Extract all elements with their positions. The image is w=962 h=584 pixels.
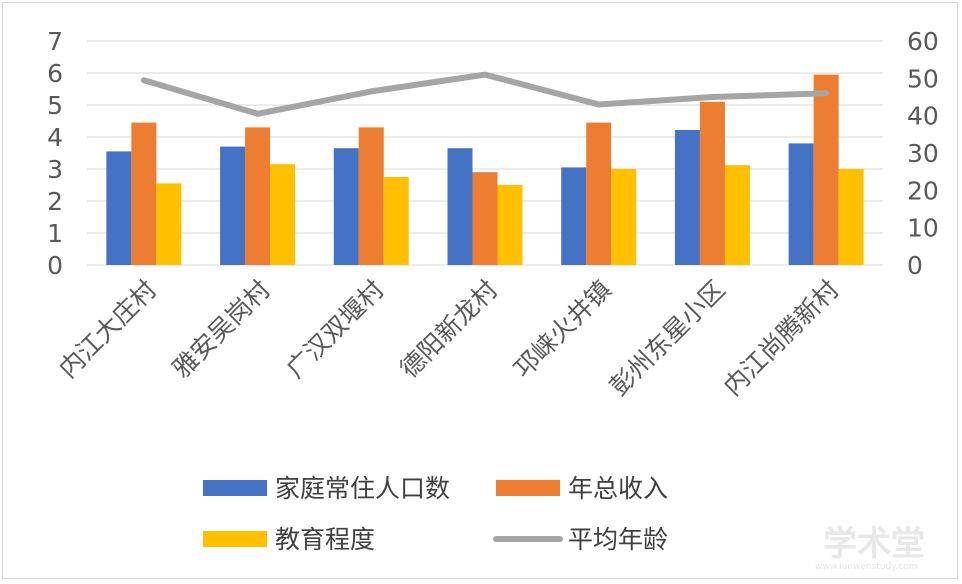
category-label: 内江大庄村: [53, 275, 162, 384]
bar-2: [813, 74, 839, 265]
right-tick-label: 30: [907, 139, 939, 168]
right-axis-ticks: 0 10 20 30 40 50 60: [907, 27, 939, 280]
bars: [106, 74, 864, 266]
bar-3: [724, 165, 750, 265]
bar-1: [447, 148, 473, 265]
bar-1: [674, 129, 700, 265]
bar-1: [561, 167, 587, 265]
left-tick-label: 1: [47, 219, 63, 248]
category-label: 雅安吴岗村: [167, 275, 276, 384]
left-tick-label: 2: [47, 187, 63, 216]
left-tick-label: 4: [47, 123, 63, 152]
left-tick-label: 7: [47, 27, 63, 56]
right-tick-label: 60: [907, 27, 939, 56]
watermark-text: 学术堂: [823, 524, 925, 564]
bar-1: [106, 151, 132, 265]
left-axis-ticks: 0 1 2 3 4 5 6 7: [47, 27, 63, 280]
watermark: 学术堂 www.lunwenstudy.com: [815, 524, 925, 572]
left-tick-label: 6: [47, 59, 63, 88]
left-tick-label: 0: [47, 251, 63, 280]
bar-3: [383, 177, 409, 265]
bar-3: [611, 169, 637, 265]
right-tick-label: 40: [907, 102, 939, 131]
legend-swatch: [496, 480, 560, 496]
bar-2: [131, 122, 157, 265]
bar-3: [156, 183, 182, 265]
legend-label: 平均年龄: [568, 525, 668, 554]
series-line: [140, 71, 830, 117]
bar-1: [788, 143, 814, 265]
left-tick-label: 5: [47, 91, 63, 120]
bar-2: [699, 101, 725, 265]
legend-label: 家庭常住人口数: [275, 474, 450, 503]
right-tick-label: 50: [907, 64, 939, 93]
chart: 0 1 2 3 4 5 6 7 0 10 20 30 40 50 60 内江大庄村 雅安吴岗村 广汉双堰村 德阳…: [47, 27, 939, 572]
bar-1: [220, 146, 246, 265]
legend-swatch: [203, 531, 267, 547]
category-label: 德阳新龙村: [394, 275, 503, 384]
bar-2: [472, 172, 498, 265]
bar-2: [245, 127, 271, 266]
category-label: 内江尚腾新村: [718, 275, 845, 402]
bar-3: [497, 185, 523, 265]
right-tick-label: 10: [907, 214, 939, 243]
average-age-line: [140, 71, 830, 117]
bar-1: [333, 148, 359, 265]
legend-swatch: [203, 480, 267, 496]
right-tick-label: 0: [907, 251, 923, 280]
category-label: 邛崃火井镇: [508, 275, 617, 384]
bar-2: [358, 127, 384, 266]
bar-3: [838, 169, 864, 265]
category-label: 彭州东星小区: [604, 275, 731, 402]
category-label: 广汉双堰村: [281, 275, 390, 384]
watermark-url: www.lunwenstudy.com: [815, 562, 917, 572]
legend-label: 教育程度: [275, 525, 375, 554]
legend-label: 年总收入: [568, 474, 668, 503]
right-tick-label: 20: [907, 176, 939, 205]
bar-2: [586, 122, 612, 265]
bar-3: [270, 164, 296, 265]
left-tick-label: 3: [47, 155, 63, 184]
